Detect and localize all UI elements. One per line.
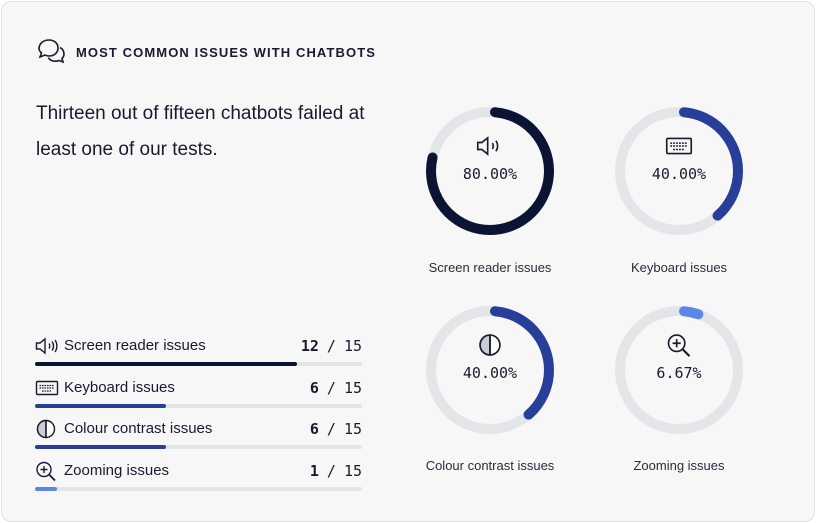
chat-bubbles-icon [38, 39, 65, 64]
donut-label: Zooming issues [633, 458, 725, 473]
contrast-icon [36, 419, 56, 439]
issue-count: 12/15 [300, 337, 362, 355]
donut-value: 6.67% [656, 364, 702, 382]
issue-count: 1/15 [309, 461, 362, 480]
issue-label: Zooming issues [64, 461, 170, 479]
issue-count-value: 12 [300, 337, 319, 355]
issue-bar-fill [35, 362, 297, 366]
headline-text: Thirteen out of fifteen chatbots failed … [36, 103, 365, 160]
issue-count-total: 15 [343, 461, 362, 480]
list-item: Keyboard issues 6/15 [35, 376, 362, 418]
donut-value: 40.00% [651, 165, 707, 183]
donut-label: Colour contrast issues [425, 458, 555, 473]
issue-bar-fill [35, 486, 57, 491]
issue-bar-track [35, 362, 362, 366]
issue-label: Screen reader issues [64, 337, 206, 354]
issue-count-value: 6 [309, 378, 319, 397]
keyboard-icon [35, 380, 59, 395]
issue-bar-fill [35, 403, 166, 408]
issue-count-total: 15 [343, 337, 362, 355]
list-item: Screen reader issues 12/15 [35, 334, 362, 376]
speaker-icon [35, 337, 58, 355]
donut-chart: 40.00% [420, 300, 560, 440]
contrast-icon [479, 334, 501, 356]
issue-count-total: 15 [343, 420, 362, 438]
donut-arc [426, 107, 554, 235]
donut-label: Screen reader issues [428, 260, 552, 275]
issue-bar-track [35, 445, 362, 449]
zoom-icon [667, 334, 691, 357]
donut-arc [615, 107, 743, 235]
issue-bar-track [35, 403, 362, 408]
donut-chart: 6.67% [609, 300, 749, 440]
issue-count: 6/15 [309, 420, 362, 438]
issue-bar-track [35, 486, 362, 491]
list-item: Colour contrast issues 6/15 [35, 417, 362, 459]
donut-chart: 80.00% [420, 101, 560, 241]
header-title: MOST COMMON ISSUES WITH CHATBOTS [76, 44, 377, 60]
issue-count: 6/15 [309, 378, 362, 397]
issue-count-value: 1 [309, 461, 319, 480]
donut-arc [426, 306, 554, 434]
card-header: MOST COMMON ISSUES WITH CHATBOTS [36, 38, 376, 66]
zoom-icon [36, 461, 56, 481]
speaker-icon [476, 136, 499, 156]
donut-value: 40.00% [462, 364, 518, 382]
keyboard-icon [665, 137, 693, 155]
donut-arc [615, 306, 743, 434]
donut-value: 80.00% [462, 165, 518, 183]
donut-label: Keyboard issues [630, 260, 728, 275]
list-item: Zooming issues 1/15 [35, 459, 362, 501]
issue-count-value: 6 [309, 420, 319, 438]
issue-label: Keyboard issues [64, 378, 175, 396]
issue-count-total: 15 [343, 378, 362, 397]
issues-list: Screen reader issues 12/15 Keyboard issu… [35, 334, 362, 500]
issue-bar-fill [35, 445, 166, 449]
issue-label: Colour contrast issues [64, 420, 213, 437]
donut-chart: 40.00% [609, 101, 749, 241]
